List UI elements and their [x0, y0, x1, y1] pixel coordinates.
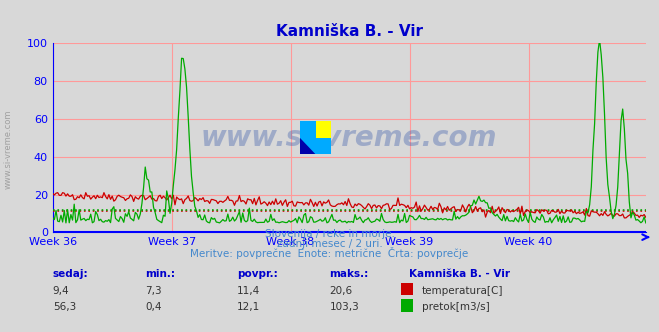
Title: Kamniška B. - Vir: Kamniška B. - Vir	[275, 24, 423, 39]
Text: sedaj:: sedaj:	[53, 269, 88, 279]
Text: www.si-vreme.com: www.si-vreme.com	[201, 124, 498, 152]
Polygon shape	[300, 138, 316, 154]
Polygon shape	[316, 121, 331, 138]
Text: 7,3: 7,3	[145, 286, 161, 296]
Text: 0,4: 0,4	[145, 302, 161, 312]
Text: zadnji mesec / 2 uri.: zadnji mesec / 2 uri.	[277, 239, 382, 249]
Text: 12,1: 12,1	[237, 302, 260, 312]
Text: Kamniška B. - Vir: Kamniška B. - Vir	[409, 269, 509, 279]
Text: maks.:: maks.:	[330, 269, 369, 279]
Text: pretok[m3/s]: pretok[m3/s]	[422, 302, 490, 312]
Text: min.:: min.:	[145, 269, 175, 279]
Text: www.si-vreme.com: www.si-vreme.com	[3, 110, 13, 189]
Text: 9,4: 9,4	[53, 286, 69, 296]
Text: Meritve: povprečne  Enote: metrične  Črta: povprečje: Meritve: povprečne Enote: metrične Črta:…	[190, 247, 469, 259]
Text: 11,4: 11,4	[237, 286, 260, 296]
Polygon shape	[300, 121, 331, 154]
Bar	[401, 299, 413, 312]
Bar	[401, 283, 413, 295]
Text: povpr.:: povpr.:	[237, 269, 278, 279]
Text: Slovenija / reke in morje.: Slovenija / reke in morje.	[264, 229, 395, 239]
Text: 56,3: 56,3	[53, 302, 76, 312]
Text: temperatura[C]: temperatura[C]	[422, 286, 503, 296]
Text: 103,3: 103,3	[330, 302, 359, 312]
Text: 20,6: 20,6	[330, 286, 353, 296]
